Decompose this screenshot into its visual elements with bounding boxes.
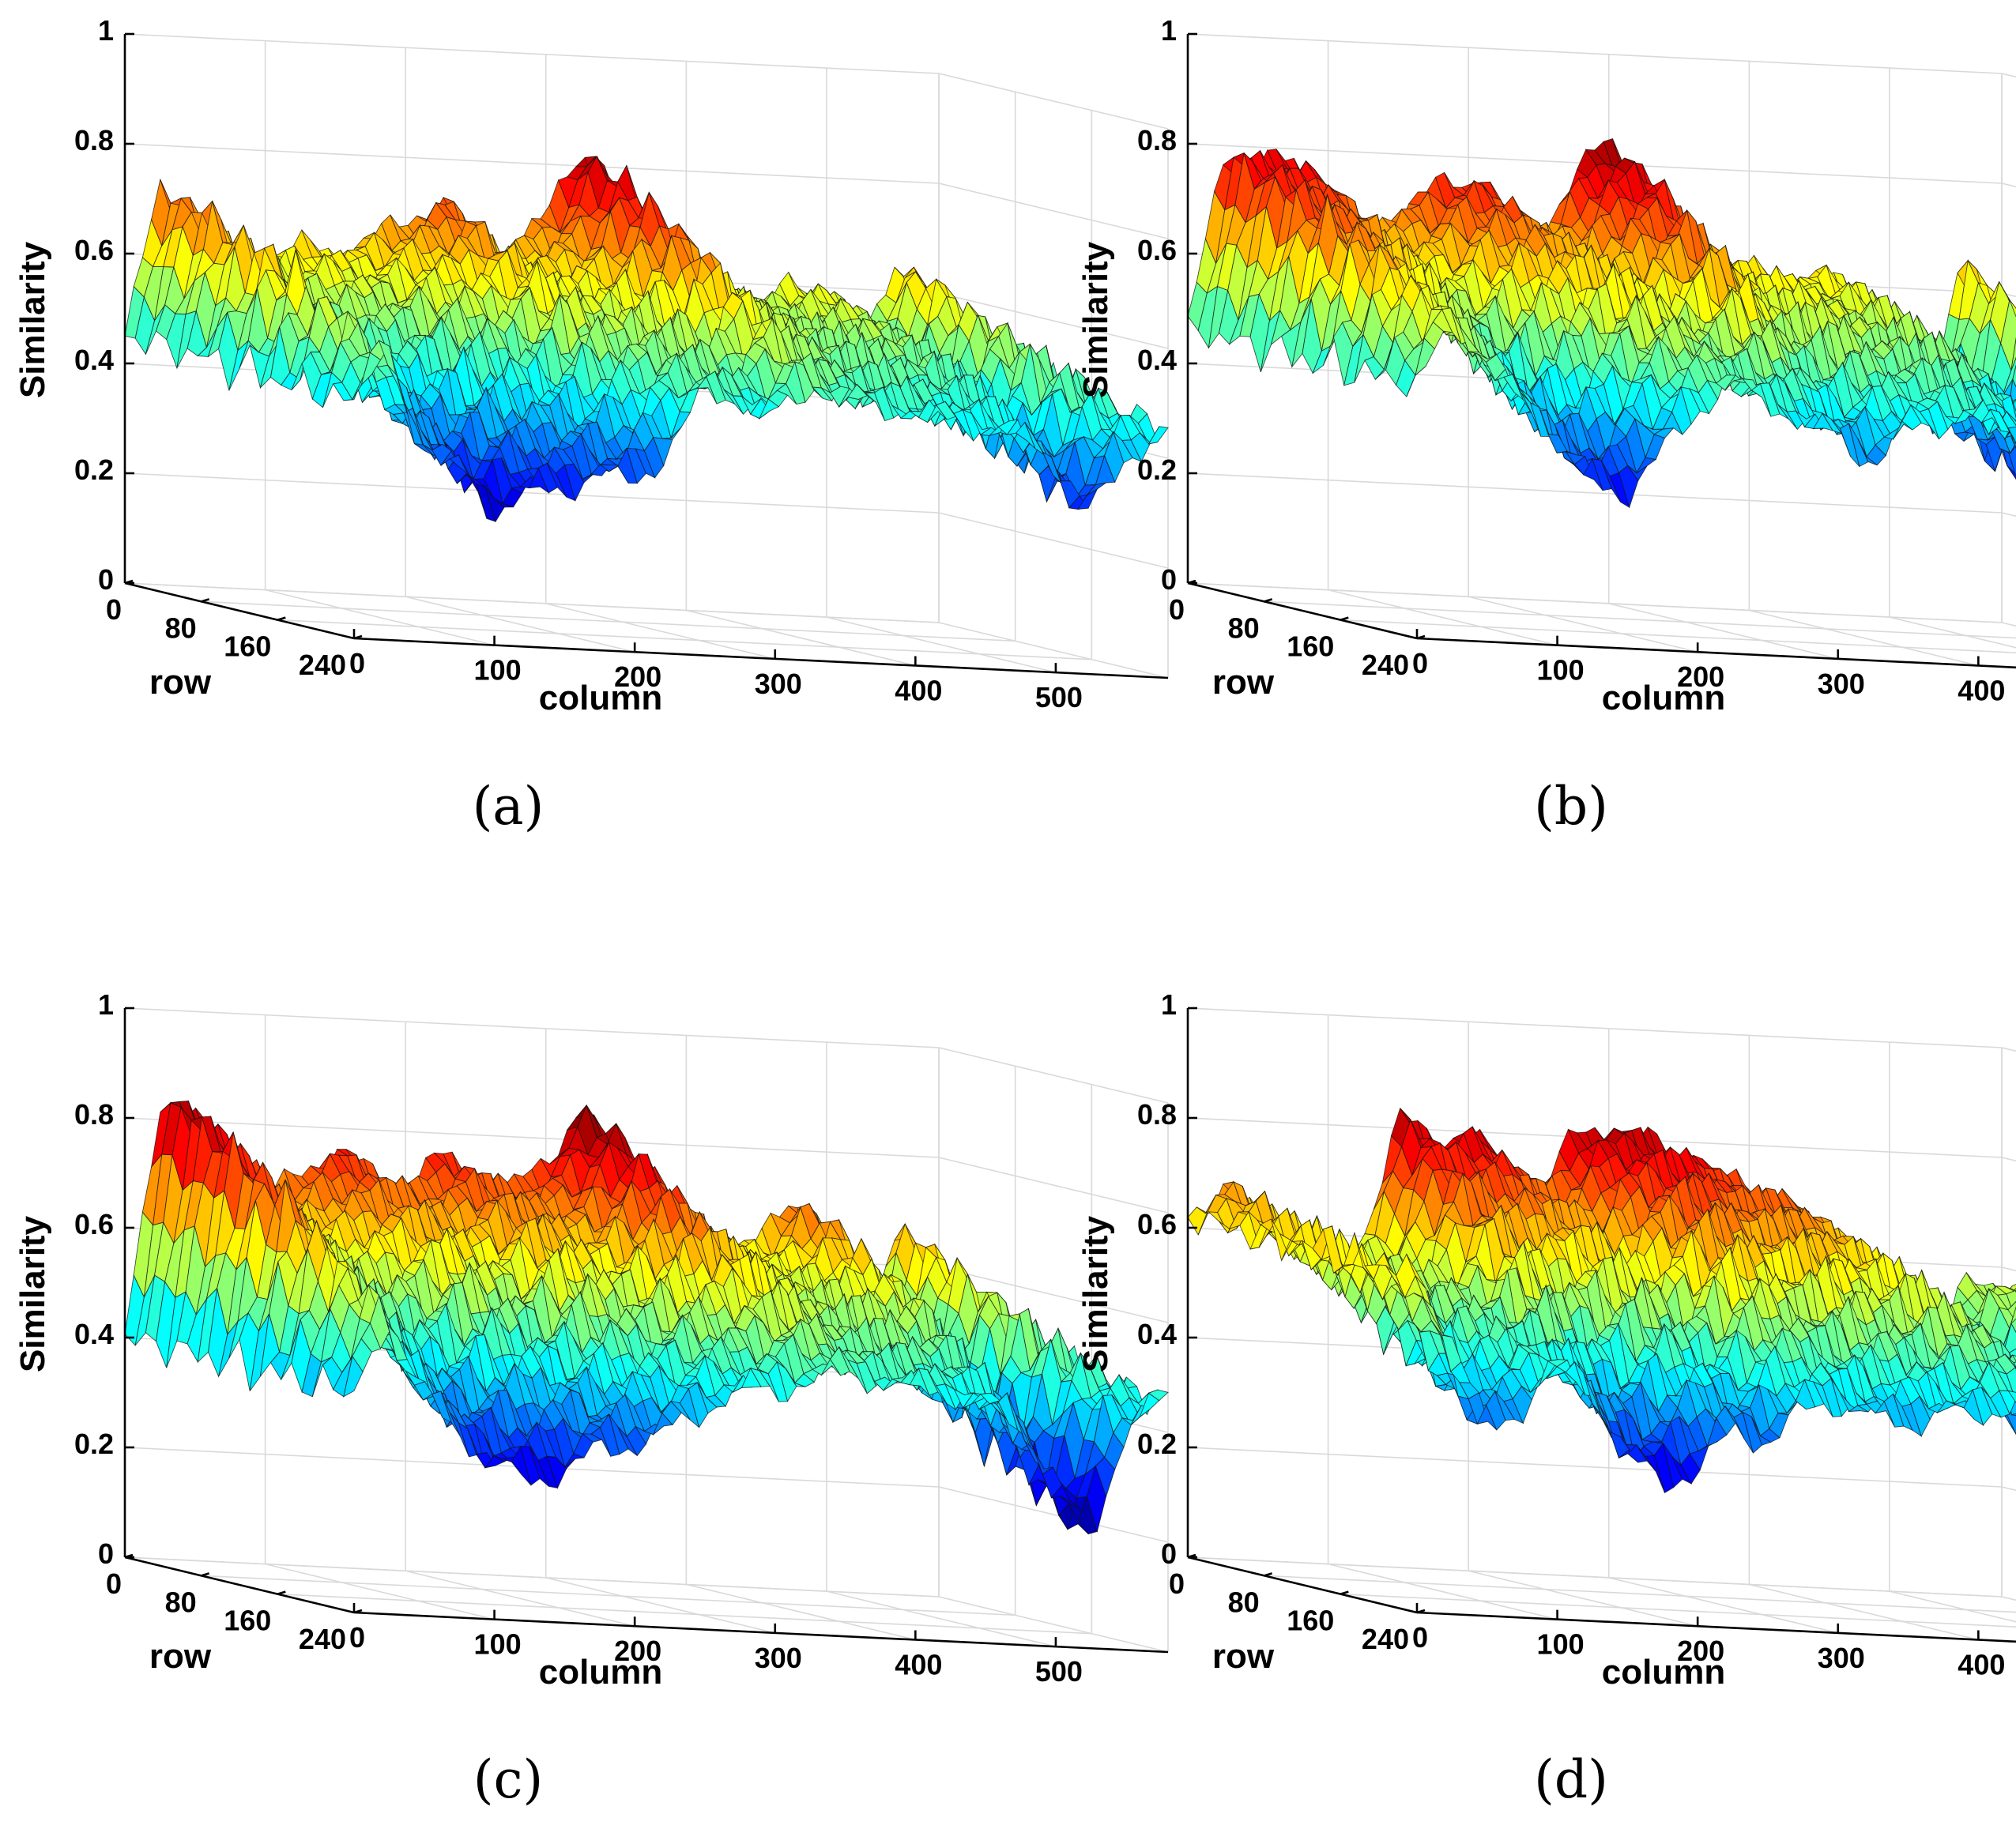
gridline-floor-y: [124, 1556, 940, 1598]
gridline-floor-y: [277, 619, 1092, 660]
gridline-side-z: [2001, 73, 2016, 78]
z-tick-label: 0: [1161, 563, 1177, 596]
gridline-floor-x: [405, 1570, 635, 1628]
gridline-floor-x: [686, 609, 916, 667]
row-tick: [1340, 616, 1349, 621]
gridline-floor-x: [545, 1577, 775, 1634]
column-tick-label: 300: [1818, 668, 1865, 700]
row-tick-label: 0: [106, 593, 122, 626]
row-tick-label: 80: [1228, 612, 1260, 644]
column-tick-label: 100: [1537, 654, 1585, 687]
gridline-floor-x: [265, 589, 495, 646]
gridline-floor-x: [1749, 609, 1979, 667]
column-tick-label: 400: [1958, 674, 2005, 706]
gridline-side-z: [938, 1047, 1169, 1104]
row-tick: [201, 598, 210, 603]
column-axis-label: column: [539, 679, 662, 717]
row-tick-label: 80: [165, 612, 197, 644]
gridline-floor-x: [826, 616, 1057, 673]
gridline-side-z: [938, 73, 1169, 130]
column-tick-label: 300: [755, 668, 802, 700]
z-tick-label: 0.8: [74, 124, 114, 156]
z-tick-label: 0.6: [74, 234, 114, 266]
column-tick-label: 400: [895, 674, 942, 706]
row-tick-label: 240: [299, 649, 346, 681]
gridline-floor-y: [1187, 582, 2003, 623]
gridline-back-z: [124, 33, 940, 74]
column-tick-label: 100: [474, 654, 522, 687]
z-tick-label: 0.4: [1137, 344, 1177, 376]
row-tick-label: 160: [224, 630, 271, 663]
gridline-side-z: [938, 622, 1169, 679]
gridline-back-z: [124, 1117, 940, 1158]
z-axis-label: Similarity: [1076, 241, 1115, 398]
z-tick-label: 0.4: [74, 344, 114, 376]
gridline-side-z: [2001, 183, 2016, 188]
surface: [124, 155, 1169, 523]
gridline-back-z: [1187, 33, 2003, 74]
gridline-back-z: [124, 1007, 940, 1048]
row-tick-label: 0: [1169, 593, 1185, 626]
gridline-back-z: [124, 143, 940, 184]
row-tick-label: 160: [1287, 630, 1334, 663]
surface: [124, 1100, 1169, 1535]
gridline-floor-x: [826, 1590, 1057, 1647]
gridline-floor-y: [201, 1575, 1016, 1616]
column-tick-label: 500: [1035, 681, 1083, 713]
z-tick-label: 1: [98, 14, 114, 47]
z-tick-label: 0.8: [1137, 124, 1177, 156]
z-tick-label: 0: [98, 563, 114, 596]
gridline-floor-x: [1468, 596, 1698, 653]
gridline-side-z: [938, 1596, 1169, 1653]
row-tick-label: 240: [1362, 649, 1409, 681]
gridline-side-z: [938, 292, 1169, 349]
gridline-floor-x: [686, 1583, 916, 1641]
gridline-side-z: [938, 512, 1169, 569]
gridline-back-z: [124, 472, 940, 514]
gridline-floor-x: [1328, 589, 1558, 646]
gridline-floor-y: [124, 582, 940, 623]
z-tick-label: 0.6: [1137, 234, 1177, 266]
z-axis-label: Similarity: [13, 241, 52, 398]
gridline-floor-y: [201, 600, 1016, 642]
gridline-side-z: [2001, 512, 2016, 517]
column-tick-label: 0: [1412, 647, 1428, 679]
row-tick: [277, 616, 286, 621]
row-tick: [1264, 598, 1273, 603]
gridline-floor-x: [405, 596, 635, 653]
gridline-side-z: [938, 183, 1169, 239]
z-tick-label: 1: [1161, 14, 1177, 47]
gridline-side-z: [2001, 622, 2016, 627]
column-axis-label: column: [1602, 679, 1725, 717]
z-tick-label: 0.2: [1137, 453, 1177, 486]
panel-caption: (a): [473, 776, 545, 837]
z-tick-label: 0.2: [74, 453, 114, 486]
gridline-floor-x: [1608, 603, 1838, 660]
column-tick-label: 0: [349, 647, 365, 679]
gridline-floor-x: [545, 603, 775, 660]
row-axis-label: row: [1212, 663, 1275, 702]
surface: [1187, 138, 2016, 509]
row-axis-label: row: [149, 663, 212, 702]
gridline-floor-x: [265, 1563, 495, 1620]
panel-caption: (b): [1534, 776, 1608, 837]
gridline-side-z: [938, 1157, 1169, 1214]
panel-b: 00.20.40.60.810801602400100200300400500S…: [1076, 14, 2016, 837]
